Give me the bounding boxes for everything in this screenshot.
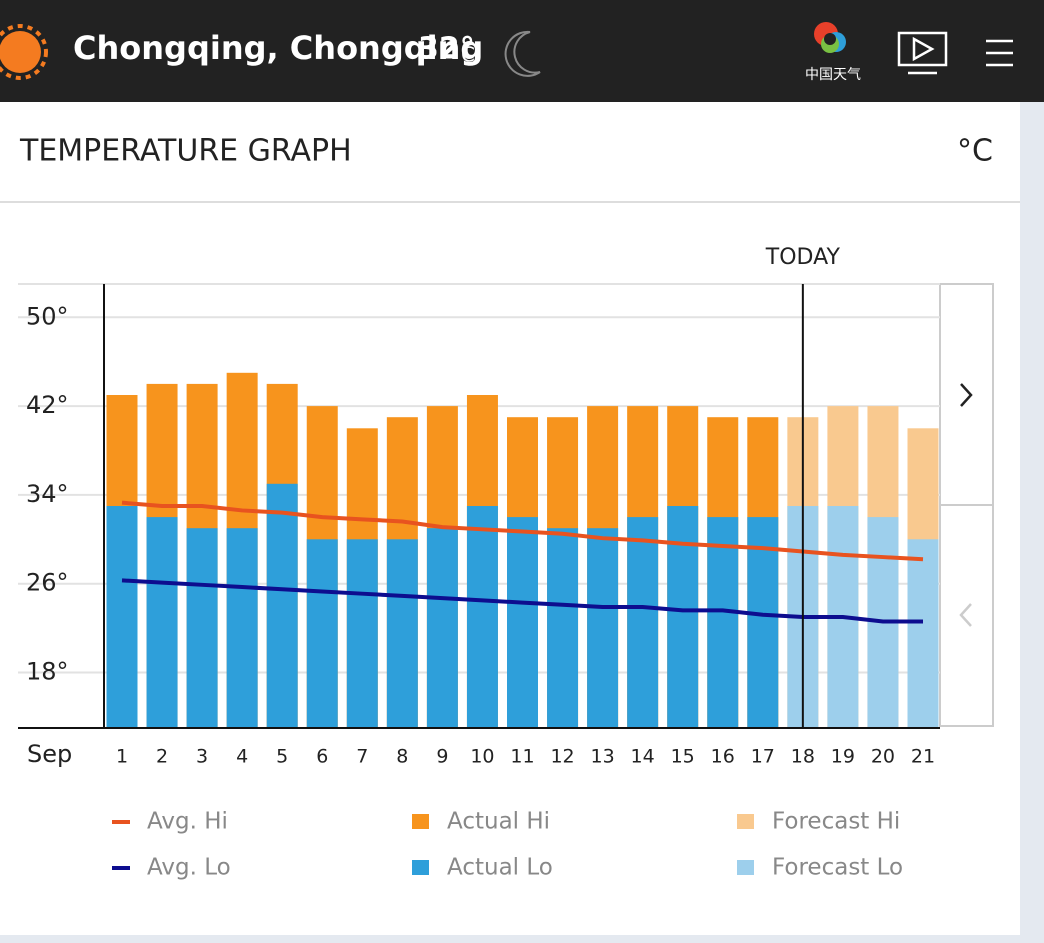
bar: [547, 528, 579, 728]
x-tick-label: 14: [631, 746, 655, 768]
y-tick-label: 34°: [26, 480, 69, 508]
bar: [146, 517, 178, 728]
bar: [907, 539, 939, 728]
temp-unit: C: [461, 43, 475, 67]
logo[interactable]: 中国天气: [805, 22, 861, 83]
video-button[interactable]: [897, 31, 948, 75]
x-tick-label: 7: [356, 746, 368, 768]
legend-swatch: [112, 820, 130, 824]
city-name: Chongqing, Chongqing: [73, 29, 483, 67]
bar: [627, 517, 659, 728]
bar: [507, 517, 538, 728]
x-tick-label: 17: [751, 746, 775, 768]
y-tick-label: 26°: [26, 569, 69, 597]
bar: [386, 539, 418, 728]
bar: [186, 528, 218, 728]
panel-unit: °C: [957, 134, 993, 169]
chart: 18°26°34°42°50°Sep 1 2 3 4 5 6 7 8 9 10 11 12 13 14 15 1…: [18, 245, 940, 881]
x-tick-label: 1: [116, 746, 128, 768]
x-tick-label: 3: [196, 746, 208, 768]
panel-title: TEMPERATURE GRAPH: [19, 134, 352, 169]
bar: [587, 528, 619, 728]
logo-text: 中国天气: [805, 67, 861, 83]
x-tick-label: 10: [470, 746, 494, 768]
x-tick-label: 8: [396, 746, 408, 768]
x-tick-label: 11: [510, 746, 534, 768]
x-tick-label: 4: [236, 746, 248, 768]
menu-button[interactable]: [986, 39, 1013, 67]
bar: [747, 517, 779, 728]
legend-label: Avg. Lo: [147, 855, 231, 881]
x-axis-label: Sep: [27, 740, 72, 768]
side-nav: [939, 283, 994, 727]
x-tick-label: 13: [591, 746, 615, 768]
bar: [346, 539, 378, 728]
legend-swatch: [412, 814, 429, 829]
bar: [667, 506, 699, 728]
bar: [106, 506, 138, 728]
bar: [466, 506, 498, 728]
x-tick-label: 6: [316, 746, 328, 768]
current-temp: 32°: [418, 32, 475, 67]
legend-swatch: [737, 814, 754, 829]
y-tick-label: 18°: [26, 658, 69, 686]
x-tick-label: 20: [871, 746, 895, 768]
annotation: TODAY: [765, 245, 841, 270]
x-tick-label: 21: [911, 746, 935, 768]
legend-label: Forecast Hi: [772, 809, 900, 835]
legend-label: Actual Lo: [447, 855, 553, 881]
next-button[interactable]: [960, 383, 973, 407]
y-tick-label: 42°: [26, 391, 69, 419]
bar: [266, 483, 298, 728]
line: [121, 500, 924, 562]
legend-swatch: [112, 866, 130, 870]
line: [121, 578, 923, 624]
bar: [226, 528, 258, 728]
moon-icon: [504, 30, 541, 77]
x-tick-label: 12: [550, 746, 574, 768]
prev-button[interactable]: [959, 603, 972, 627]
x-tick-label: 19: [831, 746, 855, 768]
legend-label: Actual Hi: [447, 809, 550, 835]
x-tick-label: 18: [791, 746, 815, 768]
legend-label: Avg. Hi: [147, 809, 228, 835]
bar: [306, 539, 338, 728]
y-tick-label: 50°: [26, 302, 69, 330]
sun-icon: [0, 24, 48, 80]
bar: [426, 528, 458, 728]
x-tick-label: 16: [711, 746, 735, 768]
x-tick-label: 9: [436, 746, 448, 768]
legend-label: Forecast Lo: [772, 855, 903, 881]
legend-swatch: [737, 860, 754, 875]
legend-swatch: [412, 860, 429, 875]
bar: [707, 517, 739, 728]
x-tick-label: 5: [276, 746, 288, 768]
x-tick-label: 2: [156, 746, 168, 768]
top-bar: [0, 0, 1044, 102]
x-tick-label: 15: [671, 746, 695, 768]
